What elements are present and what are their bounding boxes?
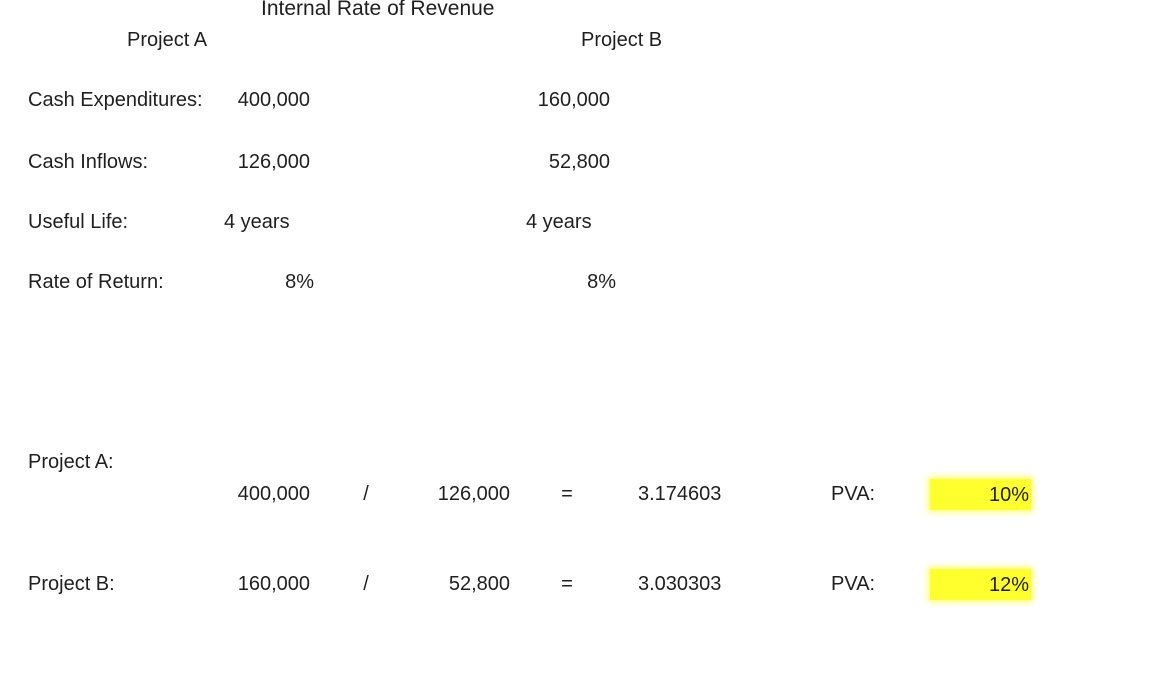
cash-expenditures-a: 400,000 [237,89,310,111]
useful-life-b: 4 years [526,211,592,233]
cash-expenditures-label: Cash Expenditures: [28,89,203,111]
calc-b-pva-label: PVA: [831,573,876,595]
calc-b-label: Project B: [28,573,115,595]
calc-b-result: 3.030303 [638,573,722,595]
cash-inflows-label: Cash Inflows: [28,151,149,173]
calc-a-equals-sign: = [561,483,573,505]
calc-b-pva-highlight: 12% [930,569,1031,600]
cash-expenditures-b: 160,000 [537,89,610,111]
calc-b-divide-sign: / [363,573,369,595]
cash-inflows-b: 52,800 [548,151,610,173]
calc-a-pva-value: 10% [988,484,1029,506]
project-b-header: Project B [581,29,663,51]
useful-life-a: 4 years [224,211,290,233]
rate-of-return-a: 8% [285,271,314,293]
calc-a-pva-highlight: 10% [930,479,1031,510]
calc-a-pva-label: PVA: [831,483,876,505]
cash-inflows-a: 126,000 [237,151,310,173]
useful-life-label: Useful Life: [28,211,129,233]
calc-a-divide-sign: / [363,483,369,505]
calc-a-expenditure: 400,000 [237,483,310,505]
page-title: Internal Rate of Revenue [261,0,495,20]
calc-b-pva-value: 12% [988,574,1029,596]
calc-a-inflow: 126,000 [437,483,510,505]
calc-a-label: Project A: [28,451,114,473]
calc-b-expenditure: 160,000 [237,573,310,595]
calc-a-result: 3.174603 [638,483,722,505]
calc-b-inflow: 52,800 [448,573,510,595]
calc-b-equals-sign: = [561,573,573,595]
rate-of-return-label: Rate of Return: [28,271,164,293]
project-a-header: Project A [127,29,208,51]
rate-of-return-b: 8% [587,271,616,293]
